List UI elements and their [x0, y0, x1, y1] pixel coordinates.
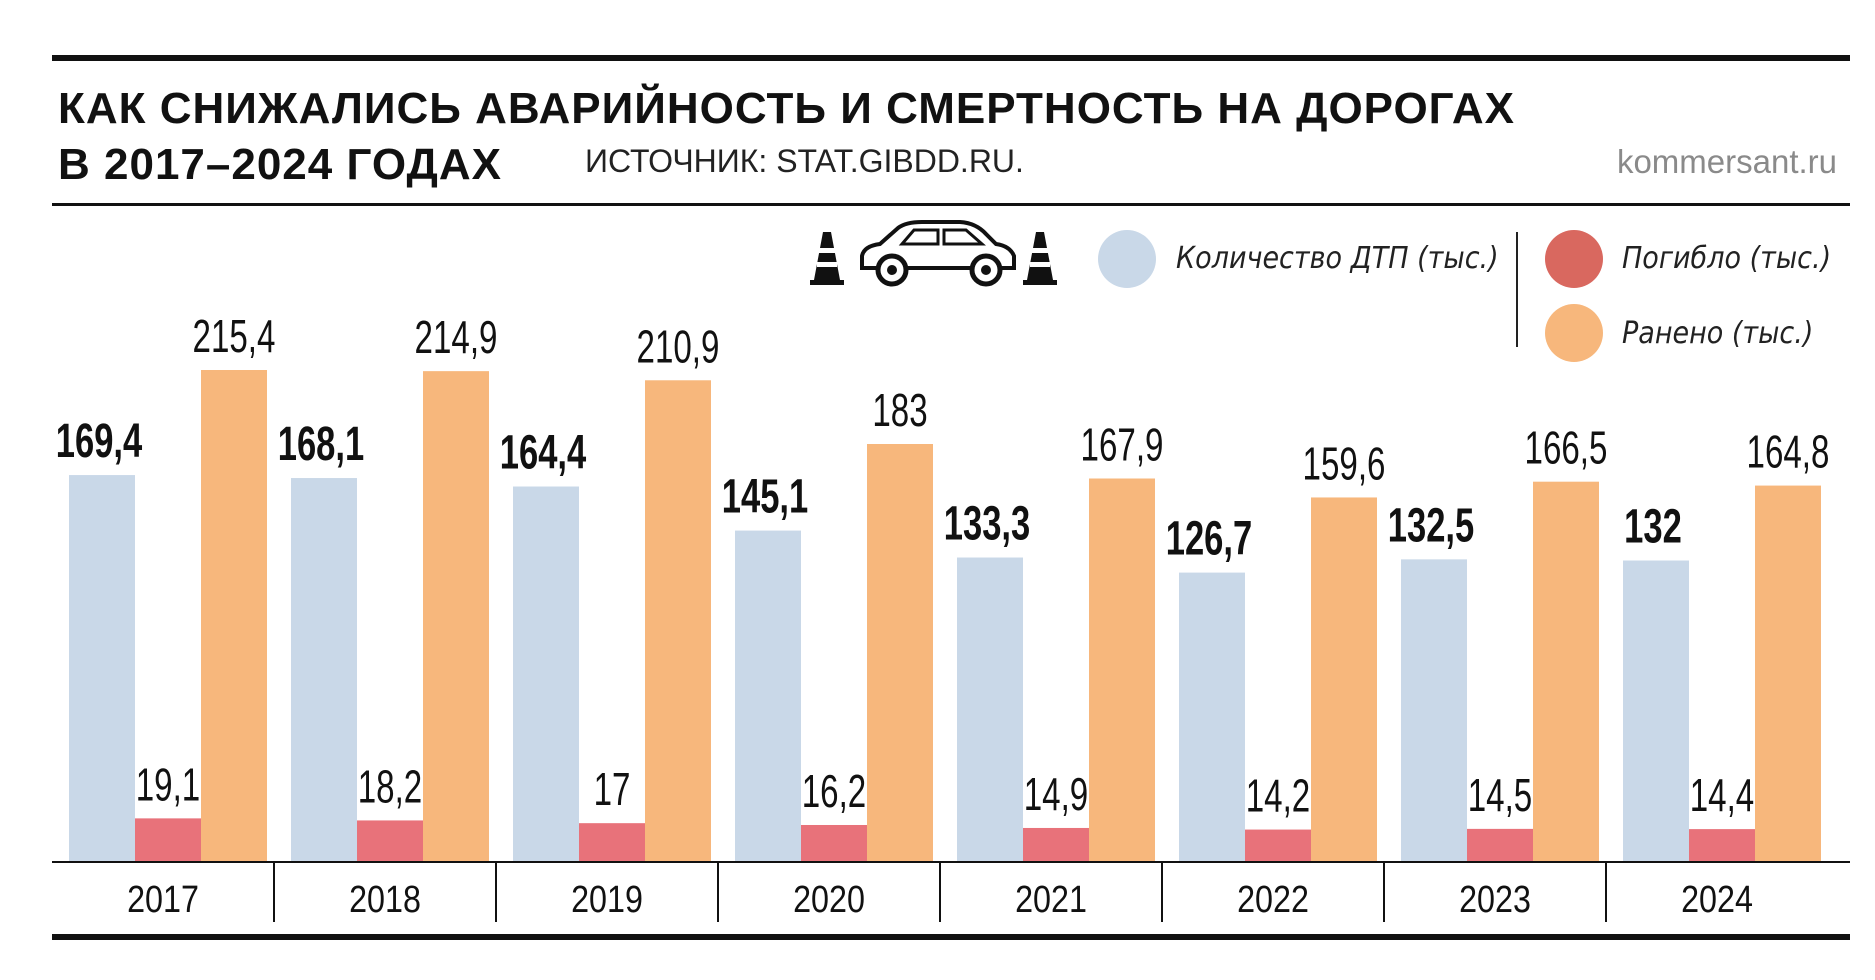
data-label-accidents-2024: 132 [1624, 499, 1682, 553]
bar-injured-2017 [201, 370, 267, 862]
legend-label-injured: Ранено (тыс.) [1622, 316, 1814, 351]
data-label-accidents-2019: 164,4 [500, 425, 587, 479]
data-label-killed-2019: 17 [594, 765, 631, 815]
data-label-injured-2024: 164,8 [1747, 427, 1830, 477]
data-label-killed-2022: 14,2 [1246, 771, 1310, 821]
bar-accidents-2019 [513, 486, 579, 862]
bar-injured-2022 [1311, 497, 1377, 862]
bar-killed-2018 [357, 820, 423, 862]
data-label-injured-2020: 183 [872, 386, 927, 436]
bar-accidents-2018 [291, 478, 357, 862]
x-tick-label-2023: 2023 [1459, 879, 1531, 921]
data-label-injured-2017: 215,4 [193, 312, 276, 362]
data-label-accidents-2023: 132,5 [1388, 498, 1474, 552]
bar-killed-2022 [1245, 829, 1311, 862]
data-label-killed-2023: 14,5 [1468, 771, 1532, 821]
data-label-injured-2023: 166,5 [1525, 424, 1608, 474]
bottom-rule [52, 934, 1850, 940]
car-with-traffic-cones-icon [810, 220, 1057, 287]
data-label-killed-2024: 14,4 [1690, 771, 1754, 821]
data-label-killed-2017: 19,1 [136, 760, 200, 810]
x-tick-label-2024: 2024 [1681, 879, 1753, 921]
data-label-accidents-2021: 133,3 [944, 496, 1030, 550]
bar-injured-2023 [1533, 481, 1599, 862]
data-label-killed-2021: 14,9 [1024, 770, 1088, 820]
x-tick-label-2018: 2018 [349, 879, 421, 921]
x-tick-label-2017: 2017 [127, 879, 199, 921]
legend-label-accidents: Количество ДТП (тыс.) [1176, 241, 1499, 276]
title-line-2: В 2017–2024 ГОДАХ [58, 140, 502, 189]
x-tick-label-2022: 2022 [1237, 879, 1309, 921]
bar-accidents-2020 [735, 530, 801, 862]
bar-injured-2018 [423, 371, 489, 862]
bar-injured-2020 [867, 444, 933, 862]
source-note: ИСТОЧНИК: STAT.GIBDD.RU. [585, 143, 1024, 179]
data-label-injured-2021: 167,9 [1081, 420, 1164, 470]
bar-accidents-2017 [69, 475, 135, 862]
bar-killed-2023 [1467, 828, 1533, 862]
bar-killed-2020 [801, 824, 867, 862]
data-label-accidents-2022: 126,7 [1166, 511, 1252, 565]
bar-killed-2019 [579, 823, 645, 862]
data-label-injured-2019: 210,9 [637, 322, 720, 372]
legend-swatch-injured [1545, 304, 1603, 362]
header-rule [52, 203, 1850, 206]
bar-accidents-2021 [957, 557, 1023, 862]
legend-swatch-killed [1545, 230, 1603, 288]
bar-accidents-2023 [1401, 559, 1467, 862]
bar-killed-2017 [135, 818, 201, 862]
data-label-accidents-2020: 145,1 [722, 469, 808, 523]
data-label-injured-2022: 159,6 [1303, 439, 1386, 489]
legend-divider [1516, 232, 1518, 347]
bar-injured-2024 [1755, 485, 1821, 862]
bar-injured-2019 [645, 380, 711, 862]
x-tick-label-2021: 2021 [1015, 879, 1087, 921]
x-tick-label-2020: 2020 [793, 879, 865, 921]
brand-link[interactable]: kommersant.ru [1616, 143, 1837, 180]
bar-accidents-2024 [1623, 560, 1689, 862]
data-label-killed-2018: 18,2 [358, 762, 422, 812]
bar-killed-2024 [1689, 829, 1755, 862]
data-label-injured-2018: 214,9 [415, 313, 498, 363]
legend-swatch-accidents [1098, 230, 1156, 288]
data-label-killed-2020: 16,2 [802, 767, 866, 817]
data-label-accidents-2018: 168,1 [278, 416, 364, 470]
legend-label-killed: Погибло (тыс.) [1622, 241, 1832, 276]
bar-accidents-2022 [1179, 572, 1245, 862]
data-label-accidents-2017: 169,4 [56, 413, 143, 467]
bar-killed-2021 [1023, 827, 1089, 862]
x-tick-label-2019: 2019 [571, 879, 643, 921]
title-line-1: КАК СНИЖАЛИСЬ АВАРИЙНОСТЬ И СМЕРТНОСТЬ Н… [58, 84, 1515, 133]
bar-injured-2021 [1089, 478, 1155, 862]
top-rule [52, 55, 1850, 61]
